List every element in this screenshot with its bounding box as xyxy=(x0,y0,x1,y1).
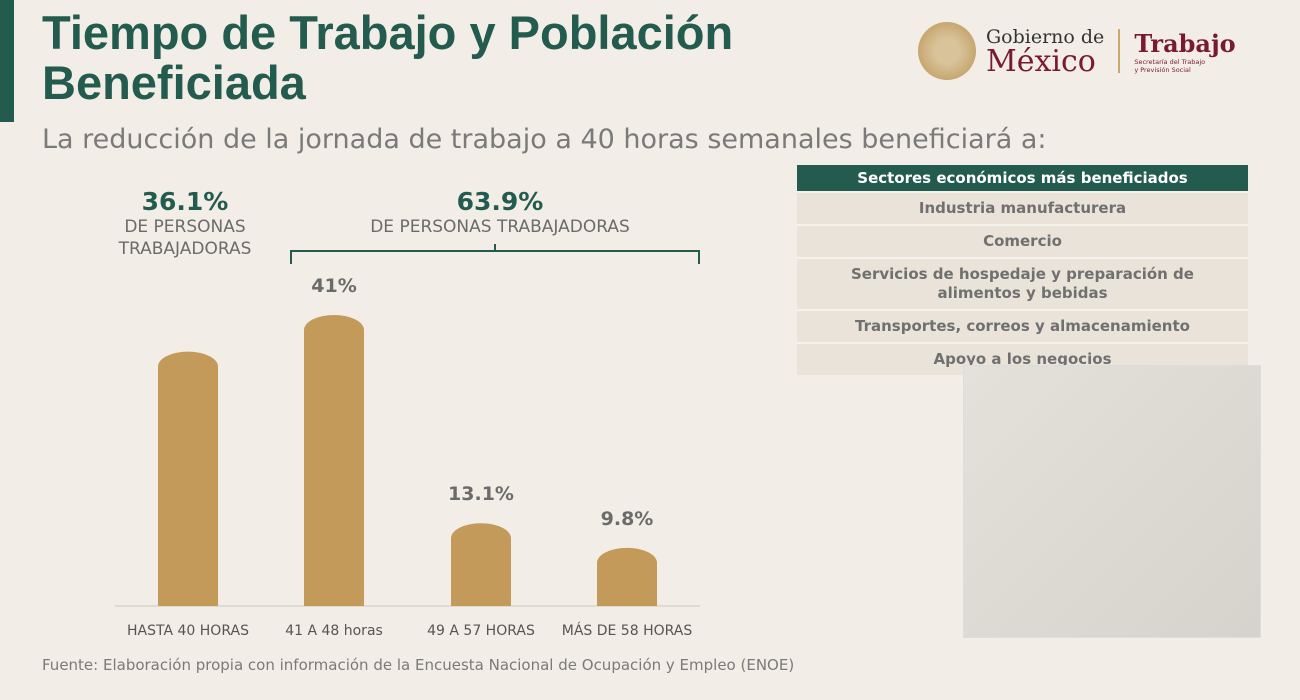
stat-over-40: 63.9% DE PERSONAS TRABAJADORAS xyxy=(340,188,660,238)
bar xyxy=(158,351,218,606)
title-line-2: Beneficiada xyxy=(42,56,306,109)
national-seal-icon xyxy=(918,22,976,80)
stat-up-to-40: 36.1% DE PERSONAS TRABAJADORAS xyxy=(100,188,270,260)
stat-pct: 63.9% xyxy=(456,187,544,216)
table-row: Industria manufacturera xyxy=(797,191,1248,224)
stat-line1: DE PERSONAS TRABAJADORAS xyxy=(370,217,630,237)
table-row: Transportes, correos y almacenamiento xyxy=(797,309,1248,342)
gob-line1: Gobierno de xyxy=(986,26,1105,48)
tick-label: 49 A 57 HORAS xyxy=(427,623,535,639)
gobierno-logo: Gobierno de México xyxy=(986,26,1105,79)
page-title: Tiempo de Trabajo y Población Beneficiada xyxy=(42,8,733,108)
trabajo-sub1: Secretaría del Trabajo xyxy=(1134,57,1206,66)
logo: Gobierno de México Trabajo Secretaría del … xyxy=(918,22,1236,80)
bar-chart: HASTA 40 HORAS 41% 41 A 48 horas 13.1% 49 A … xyxy=(115,275,700,639)
tick-label: HASTA 40 HORAS xyxy=(127,623,249,639)
trabajo-text: Trabajo xyxy=(1134,28,1236,58)
data-label: 9.8% xyxy=(601,508,654,530)
data-label: 41% xyxy=(311,275,356,297)
stat-pct: 36.1% xyxy=(141,187,229,216)
group-bracket xyxy=(290,244,700,264)
table-row: Comercio xyxy=(797,224,1248,257)
gob-line2: México xyxy=(986,44,1096,79)
source-note: Fuente: Elaboración propia con informaci… xyxy=(42,656,795,674)
tick-label: MÁS DE 58 HORAS xyxy=(562,622,693,639)
tick-label: 41 A 48 horas xyxy=(285,623,383,639)
bar xyxy=(451,523,511,606)
decorative-pattern-image xyxy=(963,365,1261,638)
subtitle: La reducción de la jornada de trabajo a … xyxy=(42,124,1047,155)
sectors-table: Sectores económicos más beneficiados Ind… xyxy=(797,165,1248,375)
logo-divider xyxy=(1118,29,1121,73)
data-label: 13.1% xyxy=(448,483,514,505)
trabajo-sub2: y Previsión Social xyxy=(1134,65,1191,74)
stat-line2: TRABAJADORAS xyxy=(118,239,252,259)
table-row: Servicios de hospedaje y preparación de … xyxy=(797,257,1248,309)
bar xyxy=(597,547,657,606)
table-header: Sectores económicos más beneficiados xyxy=(797,165,1248,191)
stat-line1: DE PERSONAS xyxy=(124,217,246,237)
trabajo-logo: Trabajo Secretaría del Trabajo y Previsión… xyxy=(1134,29,1235,74)
title-line-1: Tiempo de Trabajo y Población xyxy=(42,6,734,59)
bar xyxy=(304,315,364,606)
accent-bar xyxy=(0,0,14,122)
